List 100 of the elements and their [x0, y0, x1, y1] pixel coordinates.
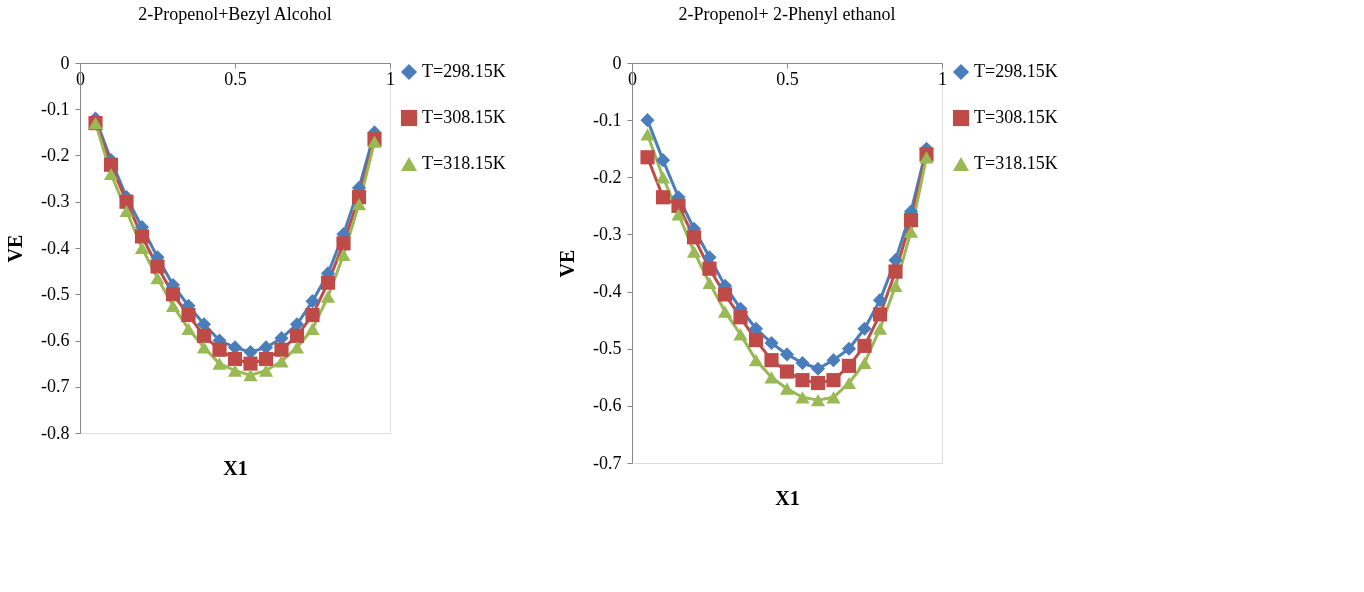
point — [903, 213, 919, 228]
point — [810, 361, 826, 376]
point — [872, 307, 888, 322]
point — [795, 391, 810, 404]
point — [810, 394, 826, 407]
point — [165, 287, 181, 302]
legend-label: T=308.15K — [974, 107, 1058, 127]
point — [764, 371, 779, 384]
point — [134, 241, 150, 255]
y-tick-label: -0.1 — [593, 109, 622, 130]
point — [795, 355, 810, 371]
point — [274, 342, 289, 357]
x-tick-label: 1 — [938, 68, 947, 89]
point — [779, 347, 795, 362]
point — [305, 294, 320, 309]
point — [336, 236, 351, 251]
point — [733, 310, 748, 325]
point — [181, 322, 196, 336]
point — [196, 341, 212, 354]
legend-label: T=318.15K — [974, 153, 1058, 173]
point — [872, 322, 888, 335]
y-tick-label: -0.4 — [593, 281, 622, 302]
legend-label: T=308.15K — [422, 107, 506, 127]
point — [351, 197, 367, 211]
point — [305, 307, 320, 323]
point — [134, 229, 150, 244]
point — [336, 248, 351, 262]
point — [857, 321, 872, 336]
y-tick-label: -0.2 — [593, 166, 622, 187]
chart-title: 2-Propenol+ 2-Phenyl ethanol — [678, 4, 896, 24]
y-tick-label: 0 — [60, 52, 70, 73]
point — [289, 328, 305, 343]
y-tick-label: -0.8 — [41, 422, 70, 443]
point — [320, 275, 336, 290]
point — [748, 321, 764, 336]
y-axis-title: VE — [556, 249, 579, 278]
point — [826, 353, 841, 368]
point — [903, 225, 919, 238]
point — [655, 171, 671, 184]
point — [227, 364, 243, 377]
y-tick-label: -0.5 — [41, 283, 70, 304]
y-tick-label: -0.1 — [41, 98, 70, 119]
point — [640, 113, 655, 128]
legend-label: T=318.15K — [422, 153, 506, 173]
y-tick-label: -0.6 — [593, 395, 622, 416]
point — [795, 373, 810, 388]
legend-label: T=298.15K — [422, 61, 506, 81]
point — [320, 290, 336, 303]
point — [686, 230, 702, 245]
point — [826, 373, 841, 388]
point — [733, 328, 748, 341]
point — [888, 279, 903, 292]
point — [103, 167, 119, 181]
point — [826, 391, 841, 404]
point — [150, 259, 165, 274]
point — [841, 376, 857, 390]
point — [640, 128, 655, 141]
point — [165, 299, 181, 312]
point — [655, 153, 671, 168]
point — [212, 357, 227, 370]
point — [779, 364, 795, 379]
point — [779, 382, 795, 395]
x-tick-label: 0.5 — [224, 68, 247, 89]
point — [274, 355, 289, 368]
point — [764, 353, 779, 368]
point — [857, 338, 872, 353]
point — [810, 375, 826, 391]
point — [243, 369, 258, 382]
y-tick-label: -0.3 — [593, 223, 622, 244]
point — [181, 307, 196, 323]
y-tick-label: -0.5 — [593, 338, 622, 359]
legend-label: T=298.15K — [974, 61, 1058, 81]
point — [258, 364, 274, 377]
point — [655, 190, 671, 205]
y-axis-title: VE — [4, 234, 27, 263]
x-tick-label: 0.5 — [776, 68, 799, 89]
y-tick-label: -0.4 — [41, 237, 70, 258]
point — [212, 342, 227, 357]
point — [857, 356, 872, 370]
point — [119, 204, 134, 218]
x-axis-title: X1 — [223, 456, 248, 479]
point — [841, 358, 857, 373]
x-tick-label: 1 — [386, 68, 395, 89]
point — [243, 356, 258, 371]
point — [702, 276, 717, 290]
point — [196, 328, 212, 343]
point — [289, 341, 305, 354]
point — [671, 208, 686, 221]
x-axis-title: X1 — [775, 486, 800, 509]
y-tick-label: -0.7 — [41, 376, 70, 397]
point — [872, 293, 888, 308]
point — [103, 157, 119, 172]
point — [717, 287, 733, 302]
point — [671, 198, 686, 213]
point — [717, 305, 733, 318]
point — [258, 351, 274, 367]
point — [764, 335, 779, 351]
point — [888, 264, 903, 279]
y-tick-label: -0.7 — [593, 452, 622, 473]
point — [919, 151, 934, 164]
